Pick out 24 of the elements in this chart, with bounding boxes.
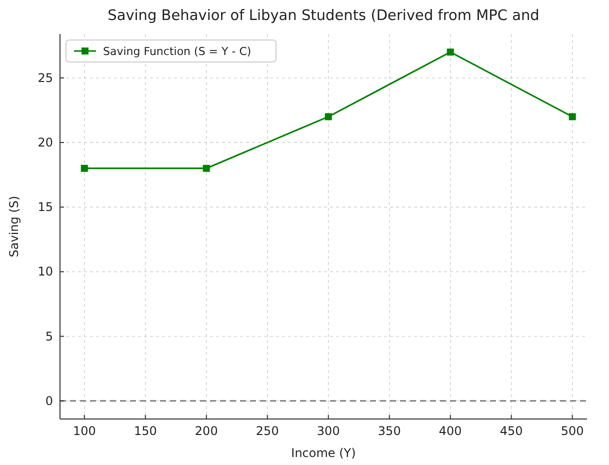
x-tick-label: 200 <box>194 424 218 438</box>
legend-label: Saving Function (S = Y - C) <box>103 45 252 58</box>
point <box>202 164 210 172</box>
point <box>80 164 88 172</box>
point <box>568 113 576 120</box>
y-tick-label: 5 <box>45 329 53 344</box>
y-tick-label: 10 <box>38 264 53 279</box>
x-tick-label: 100 <box>72 424 96 438</box>
x-axis-title: Income (Y) <box>291 446 356 460</box>
point <box>324 113 332 120</box>
x-tick-label: 250 <box>256 424 279 438</box>
y-tick-label: 25 <box>38 70 53 85</box>
y-tick-label: 20 <box>38 136 53 150</box>
y-tick-label: 0 <box>45 394 53 408</box>
x-tick-label: 400 <box>438 424 462 438</box>
x-tick-label: 450 <box>500 424 523 438</box>
x-tick-label: 150 <box>134 424 157 438</box>
x-tick-label: 350 <box>378 424 401 438</box>
x-tick-label: 500 <box>560 424 584 438</box>
y-axis-title: Saving (S) <box>7 196 21 258</box>
point <box>446 48 454 56</box>
y-tick-label: 15 <box>38 200 53 214</box>
x-tick-label: 300 <box>316 424 340 438</box>
chart-title: Saving Behavior of Libyan Students (Derived from MPC and <box>108 8 540 24</box>
